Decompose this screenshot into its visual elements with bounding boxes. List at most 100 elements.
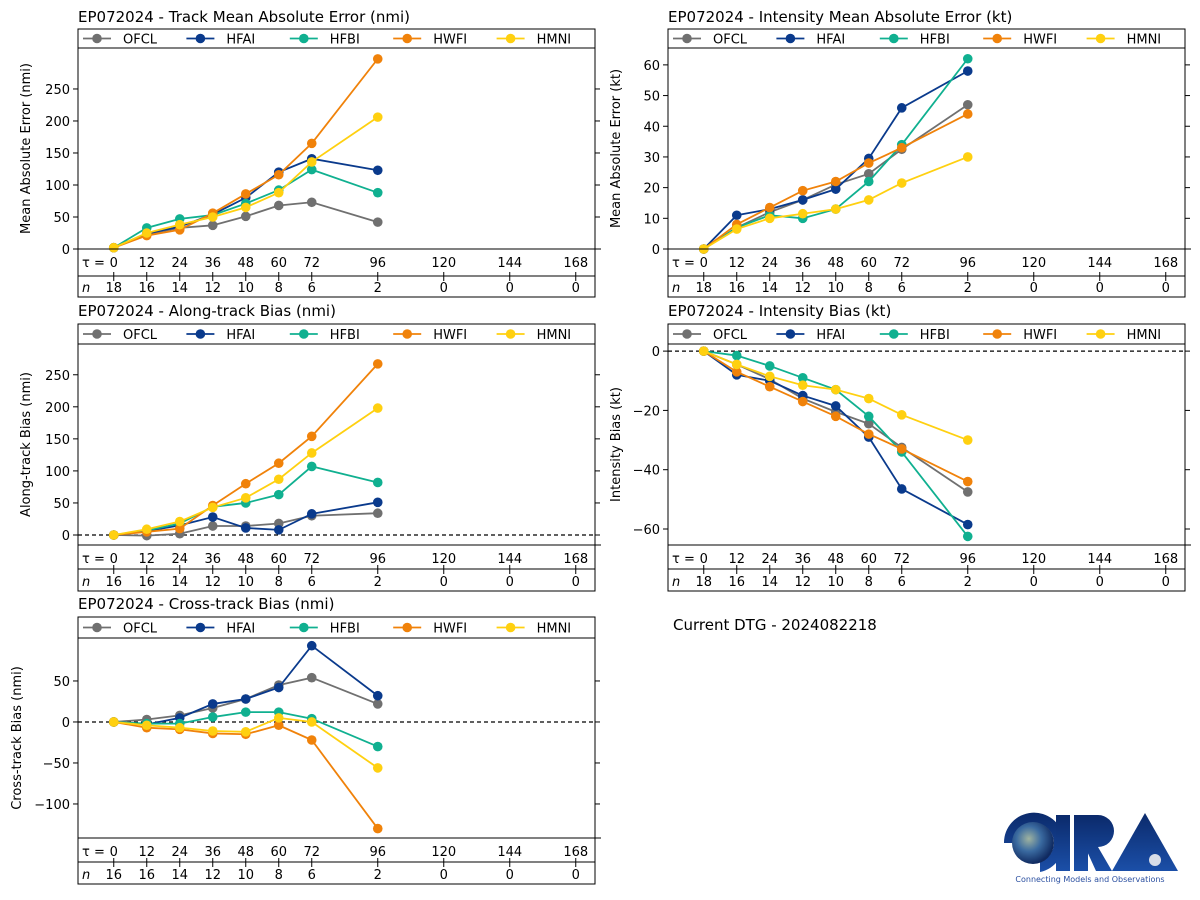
legend-item-hfai: HFAI <box>186 622 255 637</box>
y-tick-label: 150 <box>45 433 70 448</box>
data-point <box>240 523 251 533</box>
data-point <box>207 521 218 531</box>
series-line <box>113 721 379 830</box>
series-hwfi <box>108 359 383 540</box>
data-point <box>306 138 317 149</box>
n-count-label: 14 <box>761 281 778 296</box>
axes-frame <box>77 616 596 885</box>
data-point <box>306 735 317 745</box>
data-point <box>764 381 775 392</box>
legend-item-hfai: HFAI <box>776 328 845 343</box>
data-point <box>797 396 808 407</box>
legend-label: HMNI <box>1127 328 1162 343</box>
legend-marker <box>92 329 102 339</box>
legend-marker <box>889 329 899 339</box>
legend-item-hwfi: HWFI <box>983 33 1057 48</box>
n-count-label: 0 <box>440 575 448 590</box>
n-count-label: 16 <box>138 575 155 590</box>
series-hmni <box>108 112 383 253</box>
n-count-label: 14 <box>171 575 188 590</box>
data-point <box>372 187 383 198</box>
data-point <box>797 380 808 391</box>
n-count-label: 16 <box>728 575 745 590</box>
n-count-label: 0 <box>572 281 580 296</box>
n-count-label: 8 <box>865 575 873 590</box>
x-tick-label: 96 <box>959 552 976 567</box>
data-point <box>108 242 119 253</box>
legend-marker <box>402 622 413 633</box>
data-point <box>273 458 284 469</box>
earth-icon <box>1012 822 1054 864</box>
legend-label: HMNI <box>1127 33 1162 48</box>
series-hwfi <box>108 54 383 253</box>
tau-label: τ = <box>672 256 695 271</box>
n-count-label: 12 <box>204 281 221 296</box>
data-point <box>306 672 317 683</box>
n-count-label: 0 <box>1162 281 1170 296</box>
chart-along-track-bias: EP072024 - Along-track Bias (nmi) Along-t… <box>19 302 601 592</box>
legend-label: OFCL <box>713 328 748 343</box>
data-point <box>240 189 251 199</box>
data-point <box>731 350 742 361</box>
n-count-label: 0 <box>506 868 514 883</box>
n-count-label: 14 <box>171 281 188 296</box>
y-tick-label: 100 <box>45 465 70 480</box>
data-point <box>896 410 907 420</box>
legend-item-hfai: HFAI <box>776 33 845 48</box>
satellite-dish-icon <box>1149 854 1161 866</box>
legend-marker <box>195 329 206 339</box>
x-tick-label: 120 <box>431 845 456 860</box>
data-point <box>372 54 383 64</box>
n-count-label: 12 <box>794 281 811 296</box>
legend-marker <box>299 329 309 339</box>
y-tick-label: −50 <box>43 757 70 772</box>
current-dtg-label: Current DTG - 2024082218 <box>673 616 877 634</box>
chart-title: EP072024 - Track Mean Absolute Error (nm… <box>78 8 410 26</box>
x-tick-label: 0 <box>700 552 708 567</box>
x-tick-label: 12 <box>728 552 745 567</box>
x-tick-label: 144 <box>1087 256 1112 271</box>
y-tick-label: −40 <box>633 464 660 479</box>
data-point <box>830 176 841 187</box>
data-point <box>863 429 874 439</box>
legend-marker <box>92 622 102 633</box>
legend-marker <box>195 622 206 633</box>
x-tick-label: 168 <box>1153 256 1178 271</box>
x-tick-label: 0 <box>110 552 118 567</box>
tau-label: τ = <box>82 552 105 567</box>
x-tick-label: 144 <box>497 552 522 567</box>
data-point <box>698 346 709 356</box>
data-point <box>174 516 185 527</box>
data-point <box>797 185 808 196</box>
legend-marker <box>785 33 796 44</box>
x-tick-label: 24 <box>171 845 188 860</box>
n-count-label: 2 <box>964 281 972 296</box>
axes-frame <box>77 323 596 592</box>
data-point <box>962 109 973 119</box>
x-tick-label: 72 <box>893 552 910 567</box>
data-point <box>174 219 185 230</box>
legend-label: HFBI <box>330 33 360 48</box>
x-tick-label: 0 <box>110 256 118 271</box>
data-point <box>207 699 218 709</box>
series-line <box>703 156 969 250</box>
data-point <box>896 103 907 113</box>
n-count-label: 0 <box>506 281 514 296</box>
y-tick-label: −20 <box>633 404 660 419</box>
y-tick-label: 50 <box>53 211 70 226</box>
y-tick-label: 20 <box>643 182 660 197</box>
legend-item-hwfi: HWFI <box>393 622 467 637</box>
data-point <box>372 403 383 413</box>
n-count-label: 16 <box>728 281 745 296</box>
data-point <box>731 224 742 234</box>
n-count-label: 8 <box>275 281 283 296</box>
x-tick-label: 60 <box>860 552 877 567</box>
x-tick-label: 48 <box>237 256 254 271</box>
n-count-label: 12 <box>204 868 221 883</box>
cira-logo: Connecting Models and Observations <box>1003 812 1178 884</box>
n-count-label: 8 <box>865 281 873 296</box>
x-tick-label: 96 <box>369 552 386 567</box>
data-point <box>372 497 383 508</box>
data-point <box>863 195 874 205</box>
chart-track-mae: EP072024 - Track Mean Absolute Error (nm… <box>19 8 601 298</box>
